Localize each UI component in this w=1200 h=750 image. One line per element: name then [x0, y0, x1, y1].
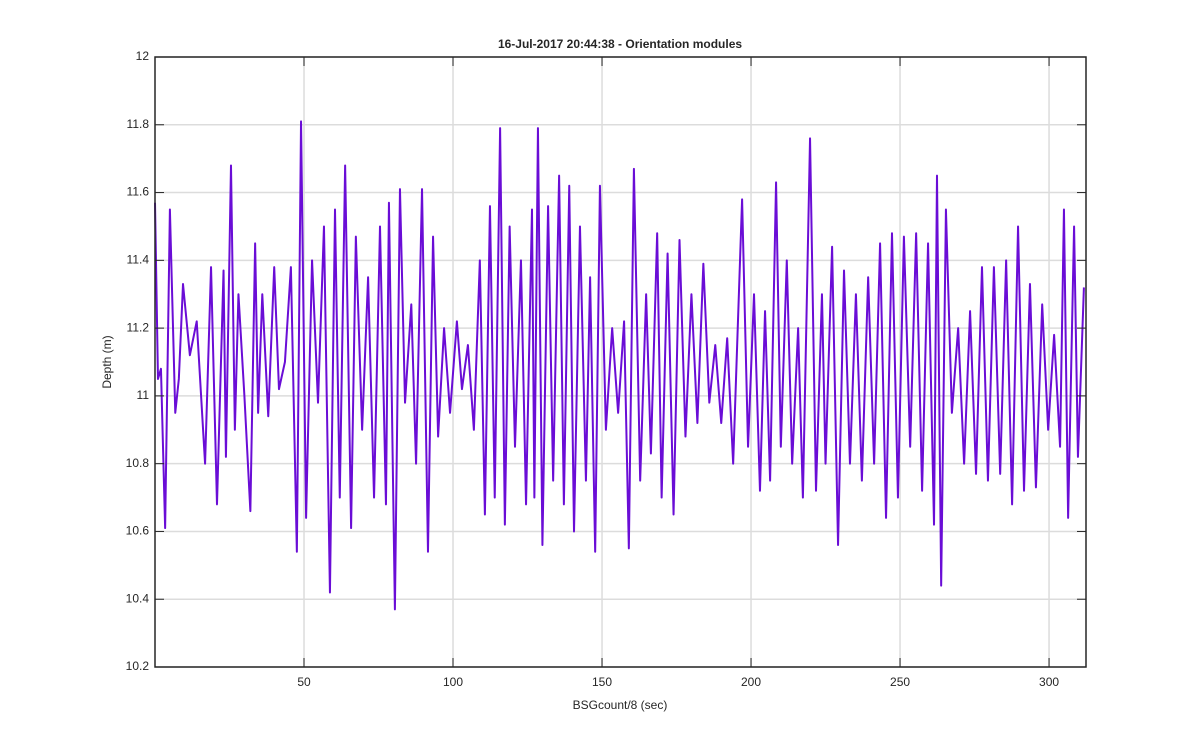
x-tick-label: 300 — [1039, 675, 1059, 689]
axes-box — [154, 56, 1087, 668]
y-tick-label: 10.8 — [126, 456, 150, 470]
x-tick-label: 250 — [890, 675, 910, 689]
y-tick-label: 10.6 — [126, 524, 150, 538]
plot-area — [154, 120, 1085, 611]
y-tick-label: 11.2 — [127, 320, 150, 334]
y-tick-label: 11.6 — [127, 185, 150, 199]
x-tick-label: 100 — [443, 675, 463, 689]
y-tick-label: 10.2 — [126, 659, 150, 673]
x-tick-label: 50 — [297, 675, 311, 689]
y-tick-label: 10.4 — [126, 591, 150, 605]
x-axis-label: BSGcount/8 (sec) — [573, 698, 668, 712]
y-tick-label: 11.8 — [127, 117, 150, 131]
x-tick-label: 200 — [741, 675, 761, 689]
y-tick-label: 11.4 — [127, 253, 150, 267]
y-tick-label: 11 — [137, 388, 150, 402]
data-line — [154, 120, 1085, 611]
y-axis-label: Depth (m) — [100, 335, 114, 388]
ticks: 10.2 10.4 10.6 10.8 11 11.2 11.4 11.6 11.8 12 50 10… — [126, 49, 1086, 689]
chart-title: 16-Jul-2017 20:44:38 - Orientation modul… — [498, 37, 742, 51]
x-tick-label: 150 — [592, 675, 612, 689]
y-tick-label: 12 — [136, 49, 150, 63]
